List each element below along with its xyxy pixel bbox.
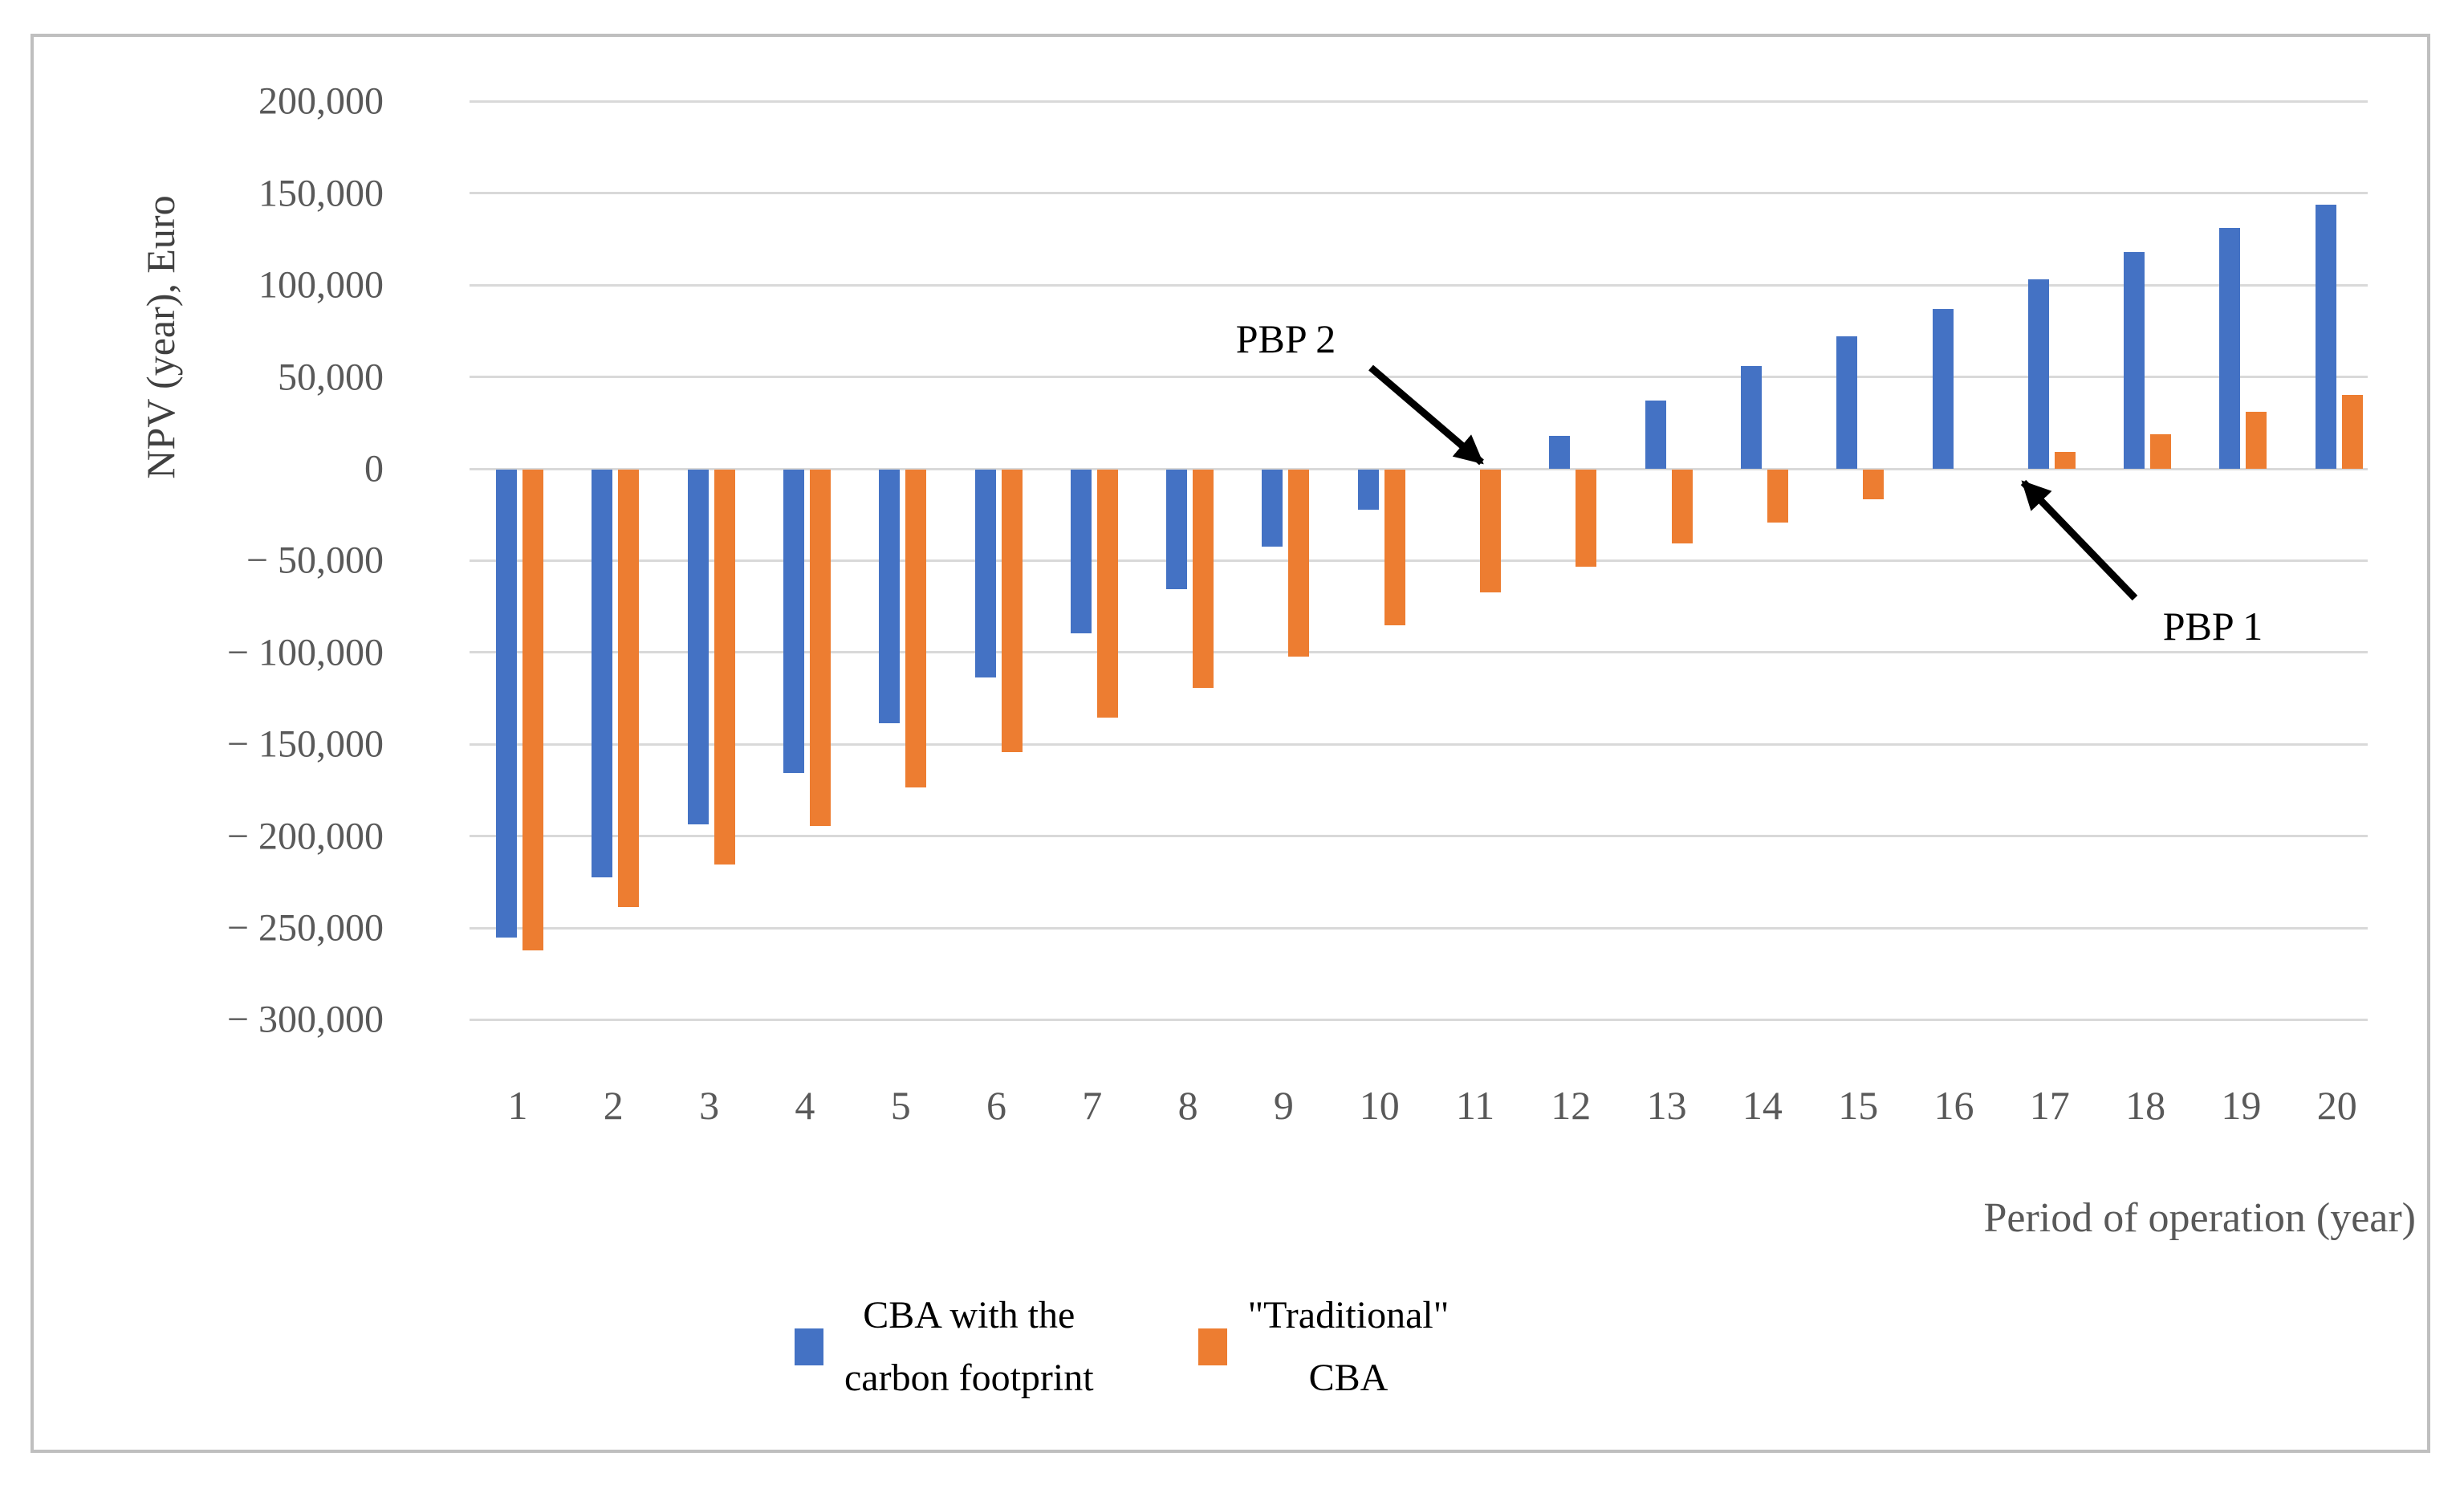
x-tick-label: 6: [986, 1083, 1006, 1128]
y-tick-label: − 50,000: [246, 539, 384, 582]
x-tick-label: 10: [1359, 1083, 1400, 1128]
gridline: [470, 742, 2368, 746]
gridline: [470, 283, 2368, 287]
y-axis-title: NPV (year), Euro: [138, 195, 183, 479]
legend-label-line: CBA with the: [863, 1294, 1075, 1336]
x-tick-label: 17: [2029, 1083, 2070, 1128]
legend-swatch-cba-carbon-icon: [795, 1328, 823, 1365]
legend-label-traditional-cba: "Traditional" CBA: [1248, 1284, 1450, 1410]
bar-orange-year-1: [522, 470, 543, 951]
y-tick-label: 100,000: [258, 263, 384, 307]
legend-item-cba-carbon: CBA with the carbon footprint: [795, 1284, 1094, 1410]
bar-orange-year-12: [1576, 470, 1597, 568]
bar-orange-year-10: [1384, 470, 1405, 626]
x-tick-label: 19: [2221, 1083, 2262, 1128]
x-tick-label: 12: [1551, 1083, 1592, 1128]
bar-orange-year-3: [714, 470, 735, 865]
y-tick-label: − 150,000: [226, 722, 384, 766]
bar-blue-year-9: [1262, 470, 1283, 547]
x-tick-label: 16: [1933, 1083, 1974, 1128]
bar-orange-year-6: [1001, 470, 1023, 753]
x-tick-label: 1: [507, 1083, 528, 1128]
bar-orange-year-4: [809, 470, 831, 826]
gridline: [470, 651, 2368, 654]
annotation-pbp1-label: PBP 1: [2162, 604, 2263, 649]
y-tick-label: − 100,000: [226, 631, 384, 674]
annotation-pbp2-label: PBP 2: [1235, 316, 1336, 361]
bar-orange-year-14: [1767, 470, 1788, 523]
bar-blue-year-14: [1740, 365, 1762, 469]
legend-label-line: carbon footprint: [844, 1357, 1094, 1399]
x-tick-label: 7: [1082, 1083, 1103, 1128]
bar-orange-year-7: [1096, 470, 1118, 718]
y-tick-label: 0: [364, 447, 384, 490]
bar-blue-year-1: [496, 470, 517, 938]
legend-label-line: CBA: [1308, 1357, 1389, 1399]
x-tick-label: 8: [1177, 1083, 1198, 1128]
gridline: [470, 559, 2368, 562]
y-tick-label: 150,000: [258, 172, 384, 215]
gridline: [470, 467, 2368, 470]
bar-blue-year-3: [687, 470, 709, 824]
bar-orange-year-17: [2054, 452, 2076, 469]
bar-blue-year-6: [974, 470, 996, 677]
gridline: [470, 376, 2368, 379]
y-tick-label: 200,000: [258, 79, 384, 123]
legend-item-traditional-cba: "Traditional" CBA: [1197, 1284, 1450, 1410]
gridline: [470, 192, 2368, 195]
bar-blue-year-2: [592, 470, 613, 877]
bar-blue-year-8: [1166, 470, 1188, 589]
bar-blue-year-19: [2219, 228, 2241, 469]
gridline: [470, 835, 2368, 838]
bar-blue-year-15: [1836, 336, 1858, 469]
legend-swatch-traditional-cba-icon: [1197, 1328, 1227, 1365]
legend-label-cba-carbon: CBA with the carbon footprint: [844, 1284, 1094, 1410]
bar-orange-year-13: [1671, 470, 1693, 543]
gridline: [470, 926, 2368, 930]
x-tick-label: 5: [890, 1083, 911, 1128]
bar-orange-year-20: [2341, 395, 2363, 469]
bar-blue-year-10: [1357, 470, 1379, 511]
bar-blue-year-12: [1549, 435, 1571, 469]
bar-orange-year-19: [2246, 412, 2267, 469]
x-tick-label: 3: [699, 1083, 720, 1128]
bar-orange-year-15: [1863, 470, 1885, 499]
bar-blue-year-5: [879, 470, 901, 723]
bar-blue-year-13: [1645, 401, 1666, 469]
legend-label-line: "Traditional": [1247, 1294, 1450, 1336]
x-tick-label: 2: [603, 1083, 624, 1128]
x-tick-label: 9: [1273, 1083, 1294, 1128]
bar-blue-year-17: [2027, 279, 2049, 469]
bar-orange-year-11: [1480, 470, 1501, 593]
x-tick-label: 11: [1455, 1083, 1495, 1128]
bar-orange-year-9: [1288, 470, 1310, 657]
bar-blue-year-16: [1932, 308, 1954, 469]
x-tick-label: 15: [1838, 1083, 1879, 1128]
y-tick-label: − 200,000: [226, 815, 384, 858]
bar-orange-year-5: [905, 470, 927, 787]
y-tick-label: 50,000: [278, 356, 384, 399]
y-tick-label: − 300,000: [226, 998, 384, 1041]
x-axis-title: Period of operation (year): [1983, 1195, 2416, 1241]
x-tick-label: 20: [2316, 1083, 2357, 1128]
bar-blue-year-4: [783, 470, 804, 773]
x-tick-label: 14: [1742, 1083, 1783, 1128]
x-tick-label: 13: [1646, 1083, 1687, 1128]
bar-orange-year-2: [618, 470, 640, 907]
x-tick-label: 4: [795, 1083, 815, 1128]
bar-orange-year-18: [2150, 433, 2172, 469]
chart-legend: CBA with the carbon footprint "Tradition…: [795, 1284, 1449, 1410]
bar-orange-year-8: [1193, 470, 1214, 689]
gridline: [470, 1018, 2368, 1021]
bar-blue-year-20: [2315, 204, 2336, 469]
y-tick-label: − 250,000: [226, 906, 384, 950]
bar-blue-year-18: [2124, 252, 2145, 469]
x-tick-label: 18: [2125, 1083, 2166, 1128]
bar-blue-year-7: [1070, 470, 1092, 633]
gridline: [470, 100, 2368, 103]
